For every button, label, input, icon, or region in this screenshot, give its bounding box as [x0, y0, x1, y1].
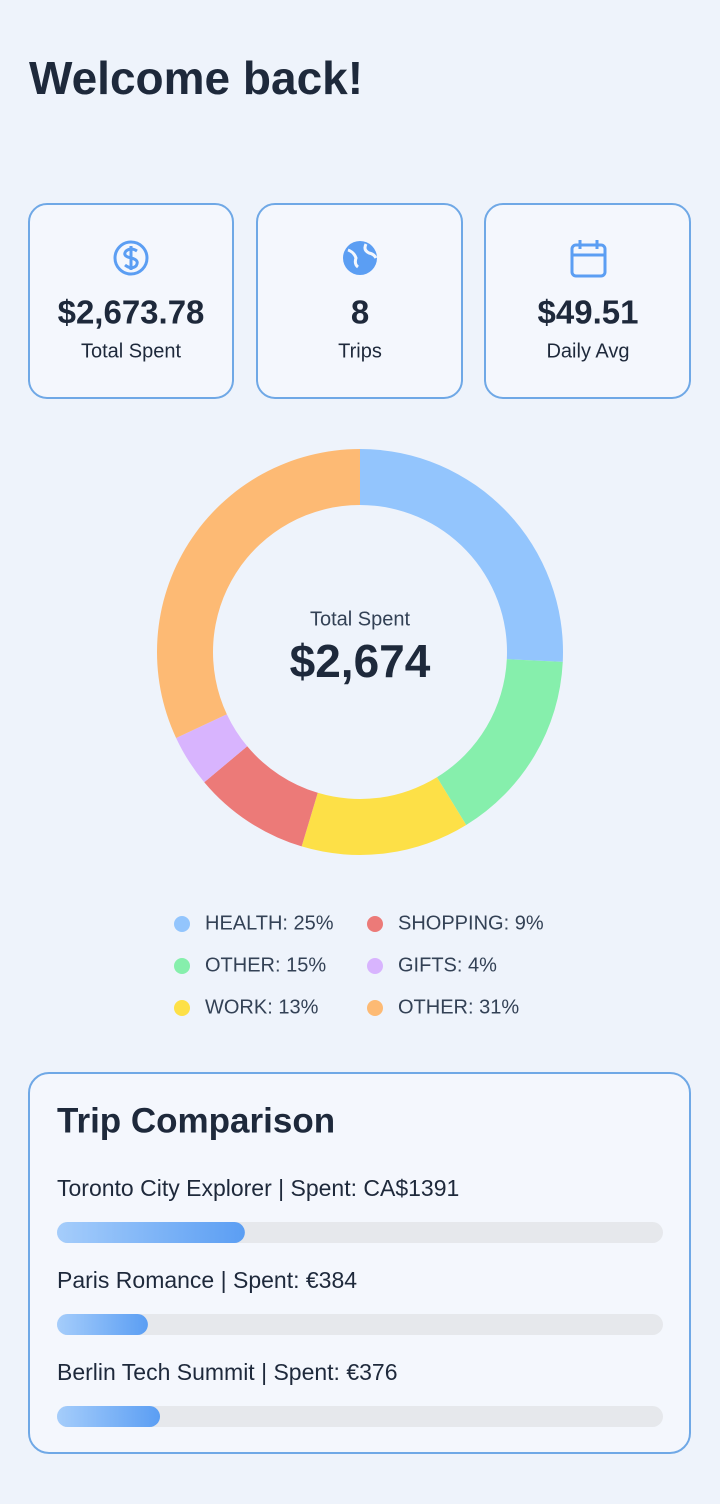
legend: HEALTH: 25% OTHER: 15% WORK: 13% SHOPPING: … — [174, 912, 544, 1018]
stat-card — [484, 203, 691, 399]
stat-value: $2,673.78 — [58, 294, 205, 331]
calendar-icon — [570, 240, 607, 278]
legend-label: HEALTH: 25% — [205, 912, 334, 934]
legend-dot — [174, 958, 190, 974]
globe-icon — [343, 241, 378, 275]
trip-label: Toronto City Explorer | Spent: CA$1391 — [57, 1175, 459, 1201]
stat-value: $49.51 — [538, 294, 639, 331]
stat-cards: $2,673.78 Total Spent 8 Trips $49.51 Dai… — [28, 203, 691, 399]
stat-value: 8 — [351, 294, 369, 331]
legend-dot — [367, 916, 383, 932]
trip-bar — [57, 1406, 161, 1427]
donut-segment — [360, 449, 564, 662]
donut-segment — [436, 659, 563, 825]
stat-label: Trips — [338, 340, 382, 362]
trip-bar-track — [57, 1406, 663, 1427]
legend-label: SHOPPING: 9% — [398, 912, 544, 934]
trip-title: Trip Comparison — [57, 1101, 335, 1140]
trip-label: Paris Romance | Spent: €384 — [57, 1267, 357, 1293]
trip-bar-track — [57, 1314, 663, 1335]
trip-label: Berlin Tech Summit | Spent: €376 — [57, 1359, 398, 1385]
legend-dot — [174, 1000, 190, 1016]
page-title: Welcome back! — [29, 52, 363, 104]
trip-card — [28, 1072, 691, 1454]
stat-label: Daily Avg — [546, 340, 629, 362]
stat-card — [28, 203, 234, 399]
legend-dot — [367, 1000, 383, 1016]
donut-center-value: $2,674 — [290, 635, 431, 687]
stat-card — [256, 203, 463, 399]
donut-chart — [156, 449, 564, 855]
dollar-icon — [113, 240, 149, 276]
trip-list: Toronto City Explorer | Spent: CA$1391 Pa… — [57, 1175, 663, 1427]
trip-bar — [57, 1314, 148, 1335]
legend-label: OTHER: 31% — [398, 996, 519, 1018]
legend-label: WORK: 13% — [205, 996, 319, 1018]
donut-segment — [176, 714, 248, 783]
donut-segment — [156, 449, 360, 738]
legend-label: GIFTS: 4% — [398, 954, 497, 976]
legend-label: OTHER: 15% — [205, 954, 326, 976]
donut-segment — [204, 746, 318, 847]
trip-bar — [57, 1222, 245, 1243]
legend-dot — [367, 958, 383, 974]
donut-center-label: Total Spent — [310, 608, 411, 630]
stat-label: Total Spent — [81, 340, 182, 362]
legend-dot — [174, 916, 190, 932]
donut-segment — [301, 777, 467, 855]
